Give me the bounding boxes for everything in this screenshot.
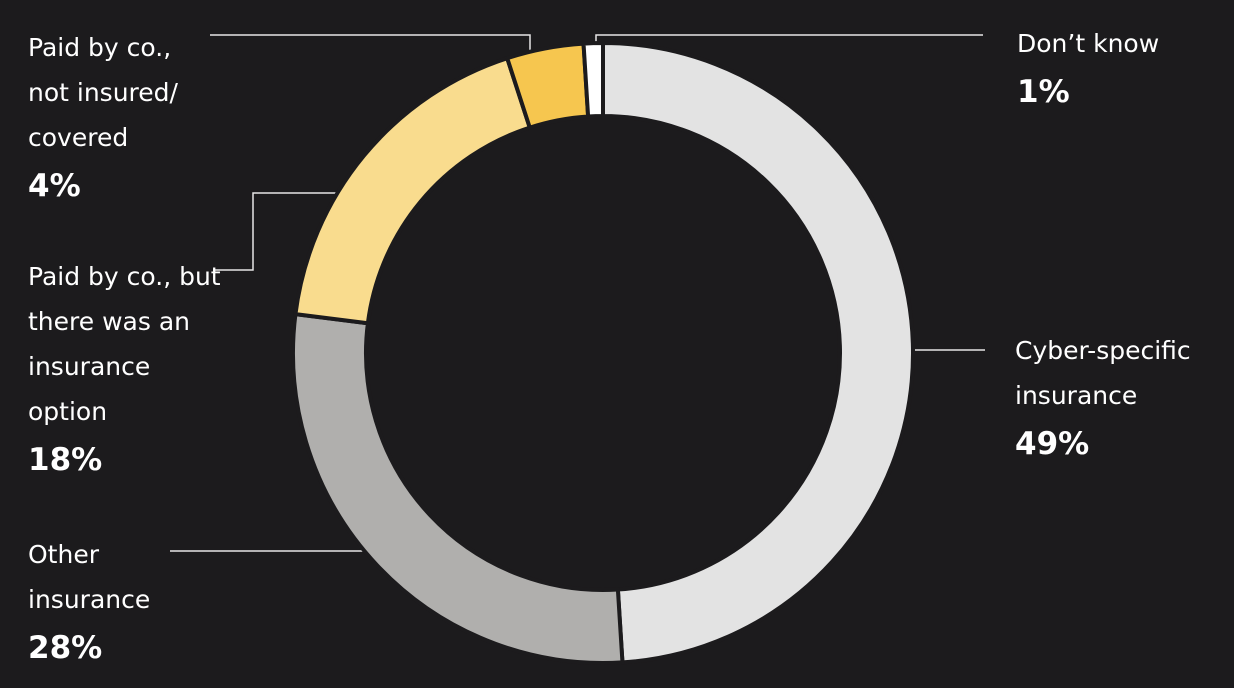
wedge [601,40,915,665]
leader-line [210,34,531,52]
wedge [581,40,605,119]
donut [291,40,915,665]
value-label: 49% [1015,426,1090,462]
data-label: Paid by co., not insured/ covered 4% [28,25,218,212]
value-label: 1% [1017,74,1070,110]
data-label: Paid by co., but there was an insurance … [28,254,228,486]
wedge [293,55,533,326]
value-label: 18% [28,442,103,478]
value-label: 28% [28,630,103,666]
wedge [291,311,625,665]
value-label: 4% [28,168,81,204]
data-label: Other insurance 28% [28,532,178,674]
category-label: Don’t know [1017,29,1160,58]
category-label: Cyber-specific insurance [1015,336,1191,410]
data-label: Cyber-specific insurance 49% [1015,328,1225,470]
category-label: Paid by co., but there was an insurance … [28,262,221,426]
data-label: Don’t know 1% [1017,21,1217,118]
leader-line [213,192,340,271]
category-label: Other insurance [28,540,151,614]
category-label: Paid by co., not insured/ covered [28,33,178,152]
